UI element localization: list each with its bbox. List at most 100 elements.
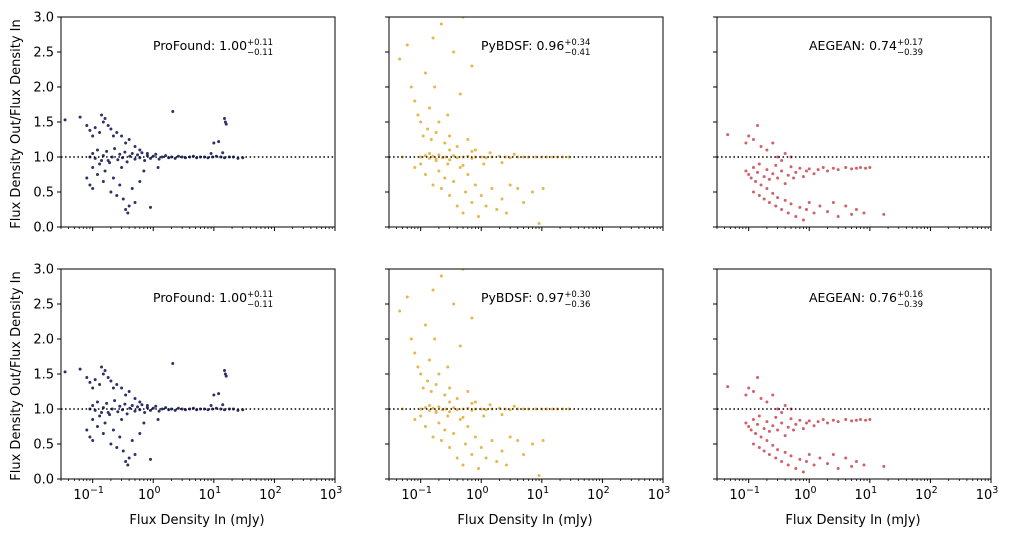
y-tick-label: 2.0 [33, 81, 54, 96]
x-tick-exponent: 0 [483, 485, 489, 496]
x-axis-label-col1: Flux Density In (mJy) [457, 513, 592, 528]
data-point [807, 419, 811, 423]
panel-annotation: AEGEAN: 0.74+0.17 [809, 38, 923, 53]
data-point [783, 450, 787, 454]
data-point [490, 439, 494, 442]
data-point [461, 415, 465, 419]
annotation-lower-error: −0.39 [897, 48, 923, 58]
scatter-points-ProFound [63, 110, 245, 215]
data-point [124, 141, 128, 145]
data-point [771, 424, 775, 428]
data-point [93, 378, 97, 382]
data-point [145, 152, 149, 155]
y-tick-label: 0.5 [33, 186, 54, 201]
data-point [776, 407, 780, 411]
data-point [434, 131, 438, 134]
data-point [115, 446, 119, 449]
data-point [844, 204, 848, 208]
data-point [429, 138, 433, 141]
data-point [212, 141, 216, 145]
panel-frame [388, 16, 664, 228]
data-point [448, 194, 452, 197]
data-point [744, 141, 748, 145]
data-point [776, 176, 780, 180]
data-point [105, 401, 109, 405]
data-point [482, 414, 486, 418]
panel-frame [60, 268, 336, 480]
data-point [783, 404, 787, 407]
data-point [767, 453, 771, 456]
annotation-upper-error: +0.30 [564, 290, 590, 300]
data-point [831, 418, 835, 422]
data-point [88, 435, 92, 439]
data-point [825, 169, 829, 173]
data-point [774, 204, 778, 208]
data-point [776, 448, 780, 452]
data-point [844, 456, 848, 460]
data-point [101, 180, 105, 183]
scatter-points-PyBDSF [398, 269, 571, 477]
data-point [844, 166, 848, 169]
data-point [807, 453, 811, 456]
data-point [100, 365, 104, 369]
data-point [812, 463, 816, 467]
annotation-upper-error: +0.17 [897, 38, 923, 48]
data-point [209, 152, 213, 155]
data-point [780, 421, 784, 425]
data-point [765, 439, 769, 442]
data-point [858, 418, 862, 421]
data-point [437, 153, 441, 157]
y-tick-label: 1.5 [33, 368, 54, 383]
data-point [405, 295, 409, 299]
data-point [452, 50, 456, 54]
data-point [537, 222, 541, 225]
data-point [124, 393, 128, 397]
data-point [409, 337, 413, 341]
data-point [801, 218, 805, 222]
data-point [726, 133, 730, 137]
data-point [470, 64, 474, 68]
data-point [500, 197, 504, 201]
data-point [850, 212, 854, 216]
data-point [91, 439, 95, 442]
data-point [792, 428, 796, 432]
x-tick-exponent: 0 [155, 485, 161, 496]
data-point [431, 288, 435, 292]
data-point [816, 420, 820, 424]
panel-frame [388, 268, 664, 480]
data-point [825, 462, 829, 466]
data-point [138, 432, 142, 435]
annotation-lower-error: −0.11 [247, 300, 273, 310]
data-point [882, 212, 886, 216]
data-point [783, 182, 787, 186]
data-point [126, 463, 130, 467]
data-point [747, 173, 751, 176]
data-point [504, 211, 508, 215]
data-point [156, 166, 160, 169]
data-point [522, 453, 526, 456]
data-point [413, 418, 417, 421]
data-point [836, 467, 840, 470]
data-point [443, 141, 447, 145]
data-point [868, 418, 872, 421]
data-point [854, 208, 858, 211]
data-point [443, 393, 447, 397]
data-point [757, 194, 761, 197]
data-point [217, 392, 221, 396]
data-point [443, 428, 447, 432]
y-tick-label: 1.0 [33, 151, 54, 166]
x-tick-exponent: 1 [543, 485, 549, 496]
x-tick-exponent: 1 [871, 485, 877, 496]
data-point [180, 407, 184, 411]
data-point [473, 148, 477, 152]
data-point [458, 418, 462, 421]
data-point [786, 211, 790, 215]
annotation-upper-error: +0.11 [247, 290, 273, 300]
data-point [88, 128, 92, 132]
data-point [500, 161, 504, 165]
data-point [429, 390, 433, 393]
data-point [754, 180, 758, 183]
x-tick-exponent: 3 [992, 485, 998, 496]
annotation-upper-error: +0.34 [564, 38, 590, 48]
data-point [448, 134, 452, 138]
